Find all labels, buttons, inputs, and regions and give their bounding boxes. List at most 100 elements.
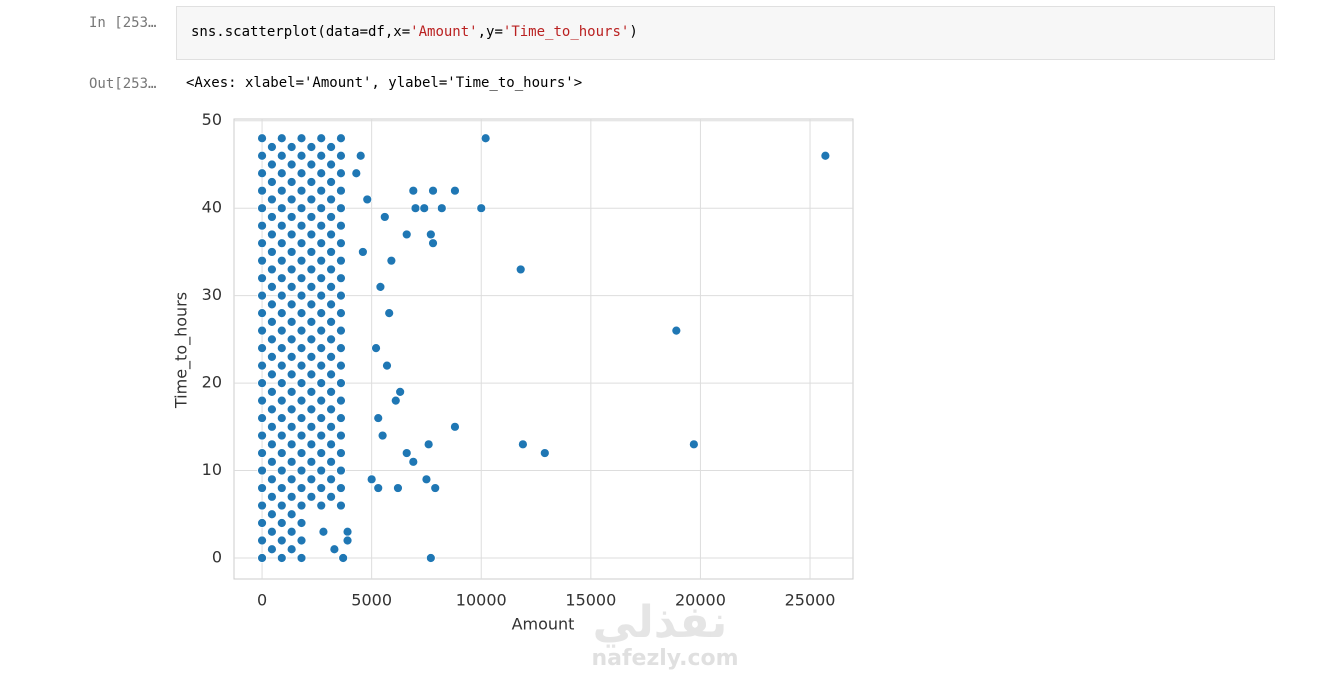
point: [257, 500, 267, 511]
point: [267, 456, 277, 467]
point: [276, 430, 287, 441]
point: [316, 168, 327, 179]
point: [450, 421, 460, 432]
point: [257, 553, 267, 563]
point: [336, 343, 346, 354]
point: [267, 299, 277, 310]
point: [286, 194, 297, 205]
point: [267, 247, 277, 257]
code-token: ,y=: [477, 24, 503, 40]
point: [296, 273, 307, 284]
point: [336, 448, 346, 458]
point: [276, 343, 287, 354]
point: [316, 378, 327, 389]
point: [267, 369, 277, 380]
point: [326, 212, 337, 222]
point: [267, 264, 277, 275]
point: [408, 185, 419, 196]
point: [393, 483, 403, 493]
point: [351, 168, 362, 179]
x-tick-label: 0: [257, 591, 267, 610]
point: [276, 203, 287, 214]
point: [306, 474, 317, 485]
point: [316, 465, 327, 476]
point: [306, 334, 317, 345]
point: [306, 421, 317, 432]
code-string: 'Time_to_hours': [502, 24, 630, 40]
point: [336, 378, 346, 389]
point: [371, 343, 381, 354]
point: [276, 255, 287, 266]
point: [390, 395, 401, 406]
point: [326, 229, 337, 240]
code-cell[interactable]: sns.scatterplot(data=df,x='Amount',y='Ti…: [176, 6, 1275, 60]
point: [336, 465, 346, 476]
point: [306, 351, 317, 362]
point: [257, 290, 267, 301]
x-tick-label: 5000: [351, 591, 392, 610]
point: [286, 421, 297, 432]
y-tick-label: 30: [202, 285, 222, 304]
x-tick-label: 15000: [565, 591, 616, 610]
point: [257, 133, 267, 144]
point: [286, 369, 297, 380]
point: [286, 299, 297, 310]
code-token: sns.scatterplot(data=df,x=: [191, 24, 411, 40]
code-line: sns.scatterplot(data=df,x='Amount',y='Ti…: [191, 24, 638, 40]
point: [267, 386, 277, 397]
point: [257, 483, 267, 493]
point: [306, 282, 317, 292]
point: [355, 150, 366, 161]
point: [306, 439, 317, 450]
point: [326, 351, 337, 362]
point: [306, 247, 317, 257]
point: [386, 255, 397, 266]
point: [326, 177, 337, 187]
plot-area: [233, 118, 854, 580]
point: [296, 360, 307, 371]
point: [276, 518, 287, 528]
point: [286, 334, 297, 345]
point: [336, 308, 346, 319]
point: [316, 150, 327, 161]
point: [257, 518, 267, 528]
point: [267, 212, 277, 222]
point: [306, 142, 317, 152]
point: [257, 150, 267, 161]
point: [336, 273, 346, 284]
point: [326, 491, 337, 502]
code-string: 'Amount': [410, 24, 478, 40]
point: [316, 500, 327, 511]
y-tick-label: 50: [202, 110, 222, 129]
point: [296, 290, 307, 301]
point: [296, 483, 307, 493]
point: [296, 220, 307, 231]
point: [296, 325, 307, 336]
point: [306, 491, 317, 502]
point: [336, 150, 346, 161]
point: [382, 360, 392, 371]
point: [476, 203, 487, 214]
point: [326, 439, 337, 450]
watermark-site: nafezly.com: [591, 646, 738, 671]
watermark-arabic: نفذلي: [593, 597, 728, 648]
point: [539, 448, 550, 458]
point: [379, 212, 390, 222]
point: [336, 203, 346, 214]
point: [286, 264, 297, 275]
point: [316, 413, 327, 423]
point: [329, 544, 340, 555]
point: [671, 325, 682, 336]
point: [373, 413, 384, 423]
point: [316, 483, 327, 493]
point: [286, 439, 297, 450]
point: [267, 351, 277, 362]
point: [326, 247, 337, 257]
point: [326, 299, 337, 310]
point: [267, 439, 277, 450]
point: [296, 255, 307, 266]
point: [326, 316, 337, 327]
point: [257, 430, 267, 441]
